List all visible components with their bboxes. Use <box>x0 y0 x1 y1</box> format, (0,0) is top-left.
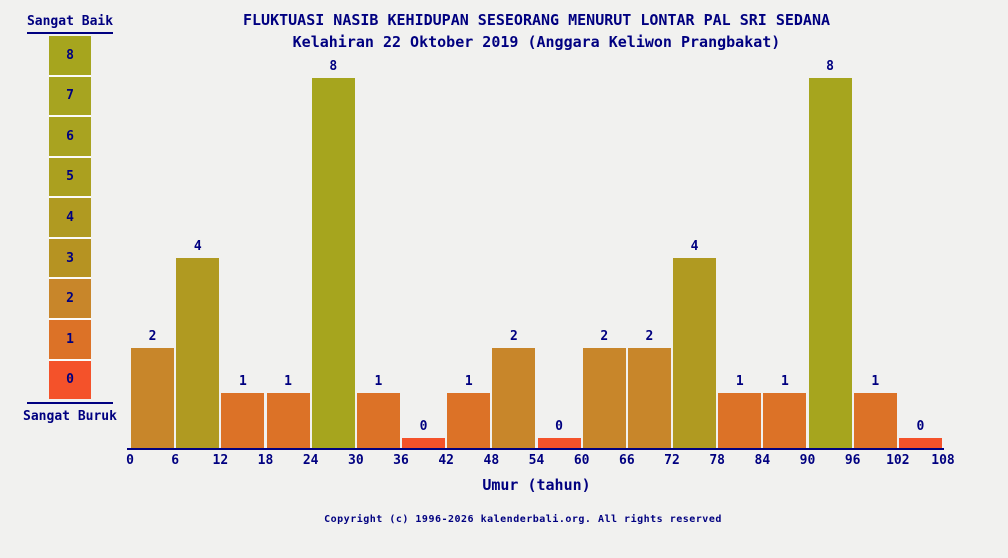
legend-bottom-label: Sangat Buruk <box>23 409 117 424</box>
bar-age-72-78 <box>673 258 717 448</box>
chart-title: FLUKTUASI NASIB KEHIDUPAN SESEORANG MENU… <box>243 11 830 29</box>
bar-age-30-36 <box>356 393 400 448</box>
x-tick-84: 84 <box>754 453 771 468</box>
legend-cell-4: 4 <box>49 198 91 239</box>
x-tick-36: 36 <box>393 453 409 468</box>
x-tick-42: 42 <box>438 453 454 468</box>
bar-value-label: 8 <box>329 59 338 74</box>
bar-age-36-42 <box>402 438 446 448</box>
bar-age-6-12 <box>176 258 220 448</box>
chart-header: FLUKTUASI NASIB KEHIDUPAN SESEORANG MENU… <box>130 9 943 53</box>
bar-age-24-30 <box>311 78 355 448</box>
bar-age-102-108 <box>898 438 942 448</box>
x-axis-ticks: 0 6 12 18 24 30 36 42 48 54 60 66 72 78 84 90 96 102 108 <box>126 453 955 469</box>
x-tick-78: 78 <box>709 453 725 468</box>
bar-value-label: 0 <box>916 419 925 434</box>
x-tick-54: 54 <box>528 453 545 468</box>
x-tick-6: 6 <box>171 453 180 468</box>
bar-age-0-6 <box>131 348 175 448</box>
bar-value-label: 2 <box>645 329 654 344</box>
bar-value-label: 2 <box>148 329 157 344</box>
legend-cell-8: 8 <box>49 36 91 77</box>
legend-cell-7: 7 <box>49 76 91 118</box>
bar-value-label: 1 <box>464 374 473 389</box>
bar-value-label: 8 <box>826 59 834 74</box>
chart-subtitle: Kelahiran 22 Oktober 2019 (Anggara Keliw… <box>292 33 781 51</box>
x-tick-0: 0 <box>126 453 134 468</box>
bar-age-60-66 <box>582 348 626 448</box>
legend-top-label: Sangat Baik <box>26 14 114 29</box>
legend-cell-5: 5 <box>49 157 91 199</box>
x-tick-66: 66 <box>619 453 635 468</box>
x-tick-48: 48 <box>483 453 500 468</box>
legend-bottom-rule <box>27 402 113 404</box>
x-tick-72: 72 <box>664 453 680 468</box>
bar-value-label: 1 <box>871 374 880 389</box>
bar-value-label: 1 <box>780 374 789 389</box>
x-tick-18: 18 <box>257 453 274 468</box>
bar-age-54-60 <box>537 438 581 448</box>
legend-cell-1: 1 <box>49 319 91 361</box>
bar-chart-plot-area: 2 4 1 1 8 1 0 1 2 0 2 2 4 1 1 8 1 0 <box>130 0 943 448</box>
bar-value-label: 1 <box>374 374 383 389</box>
legend-cell-2: 2 <box>49 279 91 320</box>
bar-age-90-96 <box>808 78 852 448</box>
bar-value-label: 1 <box>238 374 247 389</box>
x-tick-60: 60 <box>573 453 590 468</box>
bar-value-label: 4 <box>690 239 699 254</box>
x-tick-24: 24 <box>302 453 319 468</box>
x-tick-108: 108 <box>931 453 955 468</box>
copyright-text: Copyright (c) 1996-2026 kalenderbali.org… <box>324 514 722 525</box>
x-axis-line <box>127 448 944 450</box>
bar-age-78-84 <box>718 393 762 448</box>
bar-age-84-90 <box>763 393 807 448</box>
legend-cell-3: 3 <box>49 238 91 280</box>
x-tick-12: 12 <box>212 453 229 468</box>
x-tick-96: 96 <box>844 453 861 468</box>
bar-age-42-48 <box>447 393 491 448</box>
bar-age-18-24 <box>266 393 310 448</box>
bar-age-66-72 <box>627 348 671 448</box>
bar-value-label: 0 <box>419 419 428 434</box>
legend-cell-6: 6 <box>49 117 91 158</box>
bar-value-label: 1 <box>284 374 292 389</box>
x-tick-102: 102 <box>886 453 910 468</box>
x-tick-30: 30 <box>348 453 364 468</box>
bar-value-label: 0 <box>555 419 563 434</box>
bar-value-label: 4 <box>193 239 202 254</box>
x-axis-label: Umur (tahun) <box>482 476 591 494</box>
bar-value-label: 2 <box>600 329 609 344</box>
legend-top-rule <box>27 32 113 34</box>
bar-value-label: 1 <box>735 374 744 389</box>
bar-age-96-102 <box>853 393 897 448</box>
legend-cell-0: 0 <box>49 360 91 400</box>
bar-age-12-18 <box>221 393 265 448</box>
bar-age-48-54 <box>492 348 536 448</box>
x-tick-90: 90 <box>799 453 816 468</box>
bar-value-label: 2 <box>509 329 518 344</box>
